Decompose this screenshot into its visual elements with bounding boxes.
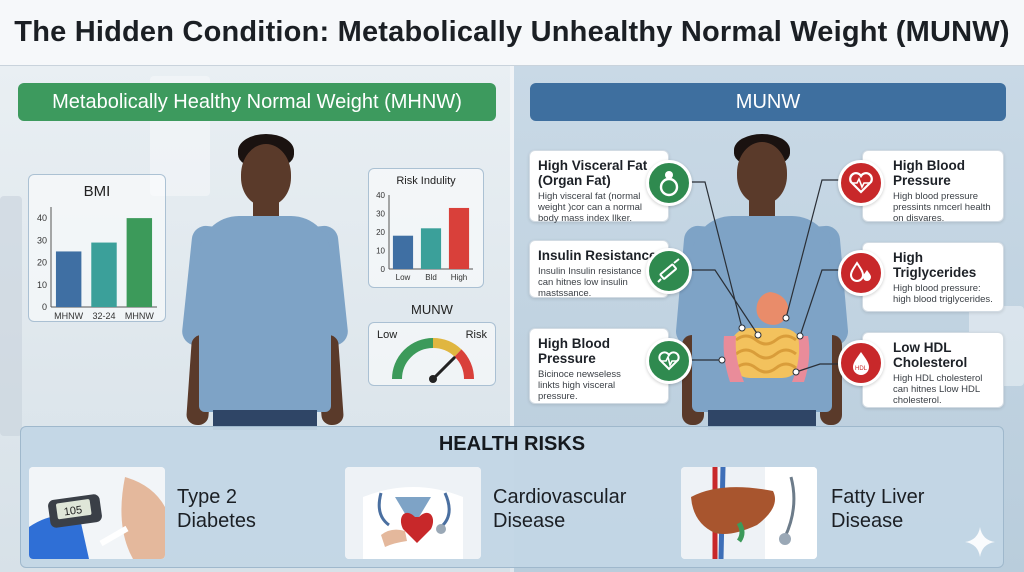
risk-chart-card: Risk Indulity 0 10 20 30 40 Low Bld High bbox=[368, 168, 484, 288]
risk-label-fatty-liver: Fatty Liver Disease bbox=[831, 486, 925, 532]
hdl-icon-text: HDL bbox=[855, 366, 868, 372]
doctor-heart-icon bbox=[345, 467, 481, 559]
munw-label: MUNW bbox=[530, 83, 1006, 121]
callout-title: High Visceral Fat (Organ Fat) bbox=[538, 158, 648, 188]
bmi-x-tick-label: MHNW bbox=[125, 311, 154, 321]
syringe-icon bbox=[646, 248, 692, 294]
mhnw-label: Metabolically Healthy Normal Weight (MHN… bbox=[18, 83, 496, 121]
meter-reading: 105 bbox=[63, 504, 83, 518]
gauge-high-label: Risk bbox=[465, 329, 487, 341]
bmi-chart-card: BMI 0 10 20 30 40 MHNW 32-24 MHNW bbox=[28, 174, 166, 322]
belly-icon bbox=[646, 160, 692, 206]
sparkle-icon bbox=[965, 527, 995, 557]
bmi-x-tick-label: 32-24 bbox=[92, 311, 115, 321]
bmi-bar bbox=[55, 251, 82, 307]
bmi-x-tick-label: MHNW bbox=[54, 311, 83, 321]
callout-high-blood-pressure-left: High Blood Pressure Bicinoce newseless l… bbox=[529, 328, 669, 404]
callout-desc: High HDL cholesterol can hitnes Llow HDL… bbox=[893, 373, 983, 406]
heart-pulse-icon bbox=[838, 160, 884, 206]
risk-bar bbox=[448, 207, 470, 269]
callout-insulin-resistance: Insulin Resistance Insulin Insulin resis… bbox=[529, 240, 669, 299]
health-risks-title: HEALTH RISKS bbox=[438, 433, 586, 455]
risk-y-tick-label: 20 bbox=[376, 228, 385, 237]
callout-title: High Blood Pressure bbox=[538, 336, 610, 366]
blood-drops-icon bbox=[838, 250, 884, 296]
bmi-chart-title: BMI bbox=[83, 183, 111, 200]
gauge-needle bbox=[431, 356, 456, 381]
page-title: The Hidden Condition: Metabolically Unhe… bbox=[14, 16, 1010, 48]
risk-x-tick-label: Bld bbox=[425, 273, 437, 282]
organs-illustration bbox=[723, 292, 810, 382]
risk-y-tick-label: 30 bbox=[376, 210, 385, 219]
bmi-chart: 0 10 20 30 40 MHNW 32-24 MHNW bbox=[37, 207, 157, 321]
title-bar: The Hidden Condition: Metabolically Unhe… bbox=[0, 0, 1024, 66]
risk-gauge bbox=[392, 337, 475, 383]
callout-low-hdl: Low HDL Cholesterol High HDL cholesterol… bbox=[862, 332, 1004, 408]
risk-y-tick-label: 40 bbox=[376, 191, 385, 200]
callout-visceral-fat: High Visceral Fat (Organ Fat) High visce… bbox=[529, 150, 669, 224]
person-healthy bbox=[180, 130, 350, 430]
risk-chart: 0 10 20 30 40 Low Bld High bbox=[376, 191, 473, 282]
health-risks-panel: HEALTH RISKS 105 Type 2 Diabetes Cardiov… bbox=[20, 426, 1004, 568]
risk-x-tick-label: Low bbox=[396, 273, 411, 282]
risk-y-tick-label: 0 bbox=[381, 265, 386, 274]
gauge-title: MUNW bbox=[411, 302, 453, 317]
gauge-low-label: Low bbox=[377, 329, 398, 341]
risk-bar bbox=[420, 228, 442, 269]
bmi-y-tick-label: 40 bbox=[37, 213, 47, 223]
risk-chart-title: Risk Indulity bbox=[396, 175, 456, 187]
callout-desc: High blood pressure pressints nmcerl hea… bbox=[893, 191, 991, 224]
bmi-bar bbox=[126, 218, 153, 307]
bmi-y-tick-label: 30 bbox=[37, 235, 47, 245]
panel-divider bbox=[510, 66, 514, 430]
stethoscope-heart-icon bbox=[646, 338, 692, 384]
risk-gauge-card: Low Risk bbox=[368, 322, 496, 386]
risk-y-tick-label: 10 bbox=[376, 247, 385, 256]
callout-desc: Bicinoce newseless linkts high visceral … bbox=[538, 369, 621, 402]
risk-label-diabetes: Type 2 Diabetes bbox=[177, 486, 256, 532]
bmi-bar bbox=[91, 242, 117, 307]
bmi-y-tick-label: 0 bbox=[42, 302, 47, 312]
risk-label-cardiovascular: Cardiovascular Disease bbox=[493, 486, 627, 532]
risk-x-tick-label: High bbox=[451, 273, 467, 282]
callout-title: Low HDL Cholesterol bbox=[893, 340, 968, 370]
glucose-meter-icon: 105 bbox=[29, 467, 165, 559]
callout-desc: High blood pressure: high blood triglyce… bbox=[893, 283, 993, 305]
callout-title: High Triglycerides bbox=[893, 250, 977, 280]
callout-desc: High visceral fat (normal weight )cor ca… bbox=[538, 191, 643, 224]
risk-bar bbox=[392, 235, 414, 269]
callout-title: High Blood Pressure bbox=[893, 158, 965, 188]
liver-icon bbox=[681, 467, 817, 559]
callout-high-triglycerides: High Triglycerides High blood pressure: … bbox=[862, 242, 1004, 312]
callout-desc: Insulin Insulin resistance can hitnes lo… bbox=[538, 266, 642, 299]
blood-drop-hdl-icon: HDL bbox=[838, 340, 884, 386]
callout-high-blood-pressure-right: High Blood Pressure High blood pressure … bbox=[862, 150, 1004, 224]
bmi-y-tick-label: 20 bbox=[37, 258, 47, 268]
bmi-y-tick-label: 10 bbox=[37, 280, 47, 290]
callout-title: Insulin Resistance bbox=[538, 248, 657, 263]
